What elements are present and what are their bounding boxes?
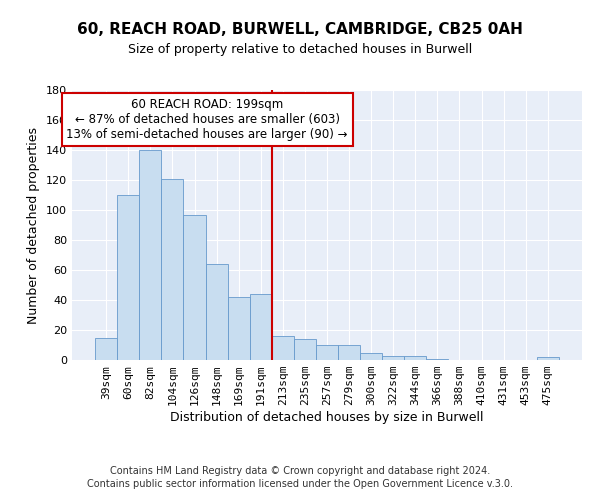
X-axis label: Distribution of detached houses by size in Burwell: Distribution of detached houses by size …: [170, 411, 484, 424]
Bar: [250, 294, 272, 360]
Bar: [161, 178, 184, 360]
Bar: [338, 345, 360, 360]
Bar: [272, 336, 294, 360]
Y-axis label: Number of detached properties: Number of detached properties: [28, 126, 40, 324]
Bar: [139, 150, 161, 360]
Bar: [427, 358, 448, 360]
Bar: [95, 338, 117, 360]
Text: 60 REACH ROAD: 199sqm
← 87% of detached houses are smaller (603)
13% of semi-det: 60 REACH ROAD: 199sqm ← 87% of detached …: [67, 98, 348, 141]
Bar: [382, 356, 404, 360]
Bar: [360, 352, 382, 360]
Bar: [184, 214, 206, 360]
Text: 60, REACH ROAD, BURWELL, CAMBRIDGE, CB25 0AH: 60, REACH ROAD, BURWELL, CAMBRIDGE, CB25…: [77, 22, 523, 38]
Bar: [294, 339, 316, 360]
Bar: [227, 297, 250, 360]
Bar: [117, 195, 139, 360]
Text: Size of property relative to detached houses in Burwell: Size of property relative to detached ho…: [128, 42, 472, 56]
Bar: [316, 345, 338, 360]
Bar: [404, 356, 427, 360]
Bar: [206, 264, 227, 360]
Text: Contains public sector information licensed under the Open Government Licence v.: Contains public sector information licen…: [87, 479, 513, 489]
Text: Contains HM Land Registry data © Crown copyright and database right 2024.: Contains HM Land Registry data © Crown c…: [110, 466, 490, 476]
Bar: [537, 357, 559, 360]
